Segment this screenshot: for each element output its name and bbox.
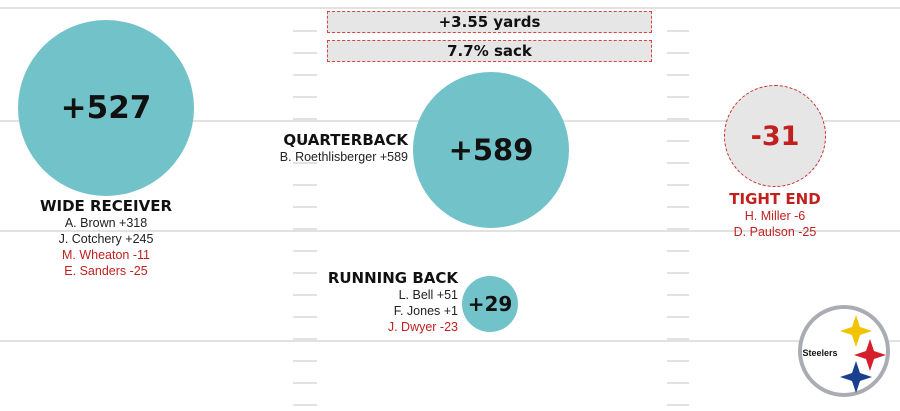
- tight-end-bubble: -31: [724, 85, 826, 187]
- logo-wordmark: Steelers: [802, 348, 837, 358]
- wide-receiver-title: WIDE RECEIVER: [39, 197, 173, 215]
- player-line: J. Cotchery +245: [58, 232, 154, 246]
- wide-receiver-label: WIDE RECEIVER A. Brown +318 J. Cotchery …: [18, 197, 194, 279]
- quarterback-bubble: +589: [413, 72, 569, 228]
- running-back-title: RUNNING BACK: [327, 269, 458, 287]
- player-line: A. Brown +318: [64, 216, 148, 230]
- running-back-label: RUNNING BACK L. Bell +51 F. Jones +1 J. …: [300, 269, 458, 335]
- player-line: F. Jones +1: [393, 304, 458, 318]
- steelers-logo-icon: Steelers: [798, 305, 890, 397]
- wide-receiver-bubble: +527: [18, 20, 194, 196]
- player-line: E. Sanders -25: [64, 264, 148, 278]
- yards-per-play-stat: +3.55 yards: [327, 11, 652, 33]
- sack-rate-stat: 7.7% sack: [327, 40, 652, 62]
- player-line: J. Dwyer -23: [387, 320, 458, 334]
- player-line: B. Roethlisberger +589: [279, 150, 408, 164]
- quarterback-label: QUARTERBACK B. Roethlisberger +589: [200, 131, 408, 165]
- player-line: L. Bell +51: [398, 288, 458, 302]
- tight-end-label: TIGHT END H. Miller -6 D. Paulson -25: [700, 190, 850, 240]
- player-line: H. Miller -6: [744, 209, 806, 223]
- player-line: D. Paulson -25: [733, 225, 817, 239]
- player-line: M. Wheaton -11: [61, 248, 150, 262]
- tight-end-title: TIGHT END: [729, 190, 821, 208]
- running-back-bubble: +29: [462, 276, 518, 332]
- quarterback-title: QUARTERBACK: [283, 131, 408, 149]
